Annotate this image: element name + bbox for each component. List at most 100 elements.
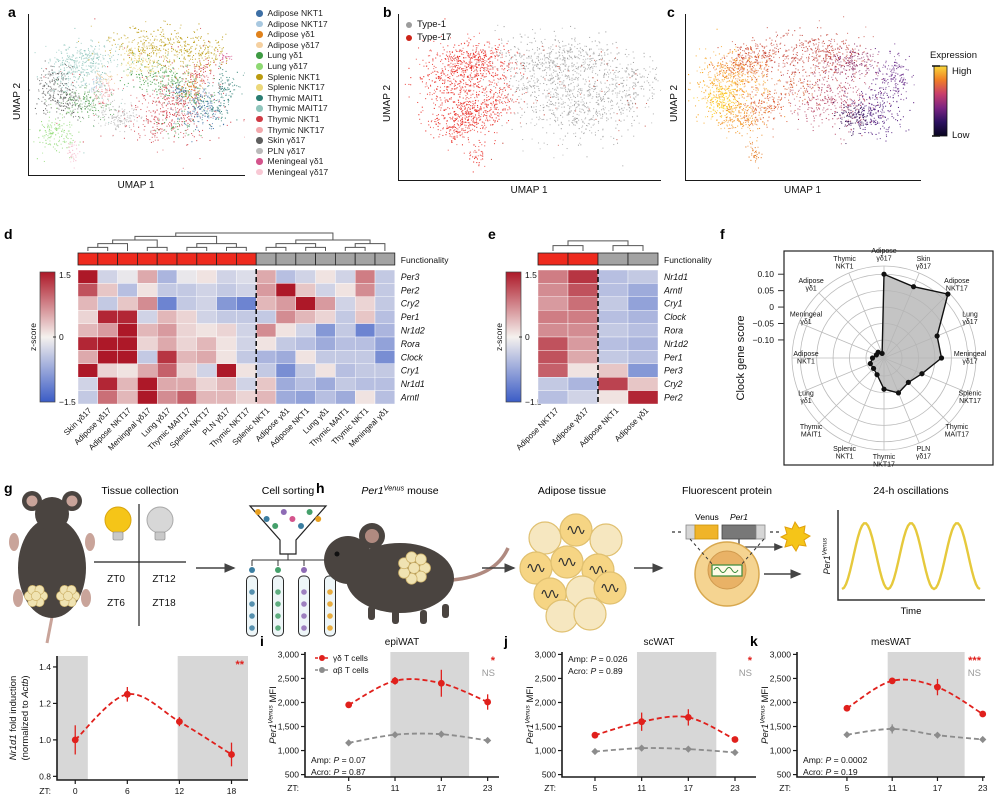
shape bbox=[249, 601, 255, 607]
g-ylabel-line2: (normalized to Actb) bbox=[20, 675, 31, 760]
heatmap-cell bbox=[117, 309, 138, 324]
radar-axis-label: Thymic NKT1 bbox=[833, 256, 856, 270]
heatmap-cell bbox=[597, 363, 629, 378]
radar-tick-label: −0.10 bbox=[752, 335, 774, 345]
heatmap-cell bbox=[374, 309, 395, 324]
y-tick-label: 2,500 bbox=[770, 673, 792, 683]
zt-prefix: ZT: bbox=[779, 783, 791, 793]
radar-axis-label: Skin γδ17 bbox=[916, 256, 931, 270]
shape bbox=[334, 551, 340, 557]
axes bbox=[561, 652, 756, 778]
gene-label: Nr1d2 bbox=[664, 339, 688, 349]
functionality-cell bbox=[627, 252, 659, 266]
zt18-label: ZT18 bbox=[152, 598, 176, 609]
heatmap-cell bbox=[335, 376, 356, 391]
legend-dot bbox=[256, 73, 263, 81]
funnel-icon bbox=[248, 505, 328, 555]
heatmap-cell bbox=[137, 283, 158, 298]
heatmap-cell bbox=[176, 296, 197, 311]
heatmap-cell bbox=[627, 390, 659, 405]
heatmap-cell bbox=[156, 269, 178, 284]
shape bbox=[837, 510, 985, 601]
heatmap-cell bbox=[256, 350, 277, 365]
heatmap-cell bbox=[97, 323, 118, 338]
heatmap-cell bbox=[627, 363, 659, 378]
heatmap-cell bbox=[597, 283, 629, 298]
amp-p-value: Amp: P = 0.0002 bbox=[803, 755, 867, 765]
heatmap-cell bbox=[295, 363, 316, 378]
heatmap-cell bbox=[176, 350, 197, 365]
heatmap-cell bbox=[97, 296, 118, 311]
heatmap-cell bbox=[537, 283, 569, 298]
heatmap-cell bbox=[627, 309, 659, 324]
legend-item: Thymic MAIT17 bbox=[256, 103, 380, 114]
heatmap-cell bbox=[216, 269, 237, 284]
series-curve bbox=[846, 678, 984, 715]
heatmap-cell bbox=[537, 376, 569, 391]
heatmap-cell bbox=[275, 296, 296, 311]
g-ylabel-line1: Nr1d1 fold induction bbox=[8, 676, 19, 761]
umap-b-xlabel: UMAP 1 bbox=[510, 185, 548, 196]
heatmap-cell bbox=[216, 350, 237, 365]
legend-label: Splenic NKT1 bbox=[267, 71, 321, 82]
shape bbox=[315, 516, 322, 522]
radar-point bbox=[869, 355, 876, 361]
shape bbox=[9, 533, 19, 551]
clock-gene-score-label: Clock gene score bbox=[735, 316, 747, 401]
heatmap-cell bbox=[196, 390, 217, 405]
heatmap-cell bbox=[256, 283, 277, 298]
heatmap-cell bbox=[597, 376, 629, 391]
radar-spoke bbox=[798, 322, 885, 359]
legend-item: Adipose NKT1 bbox=[256, 8, 380, 19]
functionality-cell bbox=[295, 252, 316, 266]
gene-label: Cry2 bbox=[401, 299, 420, 309]
shape bbox=[392, 610, 399, 624]
shape bbox=[711, 564, 743, 577]
legend-item: Adipose NKT17 bbox=[256, 19, 380, 30]
heatmap-cell bbox=[355, 309, 376, 324]
heatmap-cell bbox=[315, 309, 336, 324]
x-tick-label: 23 bbox=[730, 783, 740, 793]
data-point bbox=[71, 736, 79, 744]
functionality-label: Functionality bbox=[401, 255, 449, 265]
heatmap-cell bbox=[537, 350, 569, 365]
x-tick-label: 23 bbox=[978, 783, 988, 793]
shape bbox=[45, 616, 54, 644]
heatmap-cell bbox=[567, 283, 599, 298]
legend-item: Thymic NKT1 bbox=[256, 114, 380, 125]
y-tick-label: 3,000 bbox=[770, 649, 792, 659]
axes bbox=[304, 652, 499, 778]
radar-point bbox=[870, 365, 877, 372]
shape bbox=[528, 521, 562, 555]
gene-label: Per1 bbox=[664, 352, 683, 362]
shape bbox=[442, 604, 449, 618]
data-point bbox=[591, 747, 599, 756]
heatmap-cell bbox=[117, 376, 138, 391]
expression-low-label: Low bbox=[952, 130, 970, 141]
shape bbox=[319, 667, 325, 673]
heatmap-cell bbox=[355, 390, 376, 405]
legend-label: Thymic MAIT17 bbox=[267, 103, 328, 114]
panel-b-label: b bbox=[383, 4, 392, 20]
legend-item: Splenic NKT1 bbox=[256, 72, 380, 83]
heatmap-cell bbox=[374, 323, 395, 338]
heatmap-cell bbox=[117, 269, 138, 284]
heatmap-cell bbox=[627, 323, 659, 338]
colorbar-tick: 0 bbox=[59, 332, 64, 342]
heatmap-cell bbox=[355, 363, 376, 378]
shape bbox=[301, 625, 307, 631]
heatmap-cell bbox=[374, 390, 395, 405]
heatmap-cell bbox=[627, 269, 659, 284]
heatmap-cell bbox=[315, 350, 336, 365]
shape bbox=[249, 567, 255, 573]
amp-p-value: Amp: P = 0.07 bbox=[311, 755, 366, 765]
heatmap-cell bbox=[335, 336, 356, 351]
expression-title: Expression bbox=[930, 50, 977, 61]
heatmap-cell bbox=[137, 309, 158, 324]
gene-label: Per3 bbox=[401, 272, 420, 282]
heatmap-cell bbox=[597, 269, 629, 284]
x-tick-label: 11 bbox=[637, 783, 646, 793]
legend-item: Thymic NKT17 bbox=[256, 125, 380, 136]
heatmap-cell bbox=[275, 376, 296, 391]
oscillations-title: 24-h oscillations bbox=[873, 485, 948, 497]
